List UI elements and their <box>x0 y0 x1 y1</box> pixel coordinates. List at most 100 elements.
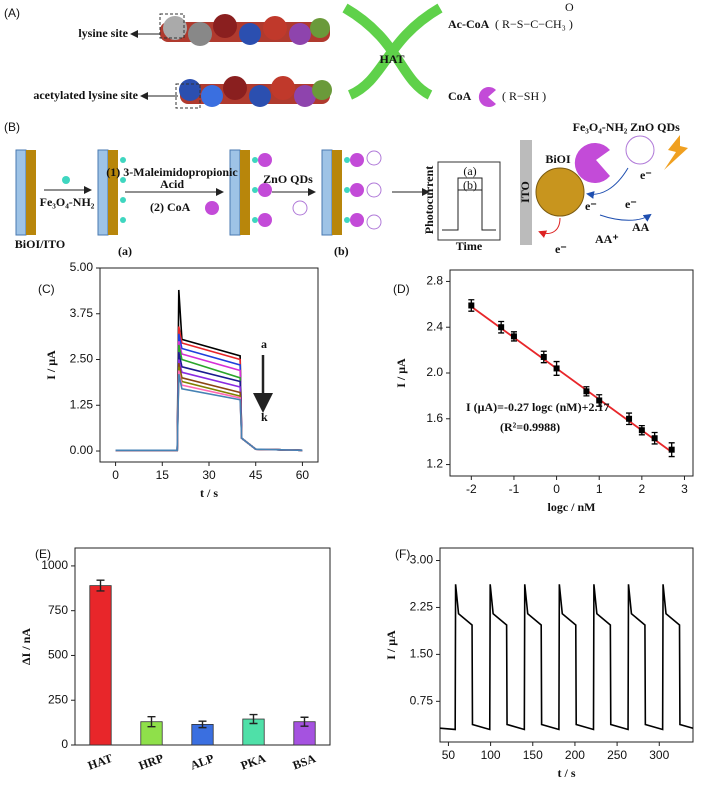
y-tick-label: 5.00 <box>70 260 94 274</box>
x-tick-label: 45 <box>249 468 263 482</box>
data-line <box>115 344 303 452</box>
y-tick-label: 2.4 <box>426 319 443 333</box>
panel-b: (B) BiOI/ITO Fe₃O₄-NH₂ (a) (1) 3-Maleimi… <box>4 120 688 258</box>
x-tick-label: 2 <box>638 482 645 496</box>
y-tick-label: 3.75 <box>70 306 94 320</box>
data-line <box>115 341 303 452</box>
x-tick-label: 15 <box>156 468 170 482</box>
x-axis-title: t / s <box>558 766 576 780</box>
x-tick-label: 0 <box>553 482 560 496</box>
bar <box>89 585 112 746</box>
x-tick-label: 300 <box>649 748 669 762</box>
panel-label: (D) <box>393 282 410 296</box>
x-tick-label: 200 <box>565 748 585 762</box>
data-line <box>115 370 303 452</box>
data-point <box>553 365 560 372</box>
error-bar <box>96 579 105 592</box>
y-axis-title: ΔI / nA <box>19 628 33 665</box>
y-tick-label: 500 <box>48 648 68 662</box>
label: HAT <box>379 52 404 66</box>
data-point <box>498 324 505 331</box>
fit-line <box>470 305 673 453</box>
y-tick-label: 2.0 <box>426 365 443 379</box>
label: AA⁺ <box>595 232 619 246</box>
y-tick-label: 0.75 <box>410 693 434 707</box>
error-bar <box>249 713 258 725</box>
error-bar <box>198 720 207 729</box>
y-tick-label: 1.6 <box>426 411 443 425</box>
y-axis-title: I / μA <box>394 358 408 388</box>
x-tick-label: 60 <box>296 468 310 482</box>
label: lysine site <box>78 26 128 40</box>
label: BiOI/ITO <box>15 237 65 251</box>
label: Acid <box>160 177 184 191</box>
data-point <box>626 415 633 422</box>
plot-frame <box>439 547 694 743</box>
x-tick-label: 0 <box>112 468 119 482</box>
label: e⁻ <box>625 197 637 211</box>
x-tick-label: 3 <box>681 482 688 496</box>
fe3o4-particles <box>62 157 350 223</box>
x-tick-label: 100 <box>481 748 501 762</box>
x-tick-label: HAT <box>86 751 114 773</box>
y-tick-label: 1000 <box>41 558 68 572</box>
label: e⁻ <box>640 168 652 182</box>
charts: (C)0.001.252.503.755.000 15 30 45 60t / sI /… <box>19 260 694 780</box>
formula: ( R−S−C−CH₃ ) <box>495 17 573 31</box>
light-icon <box>664 135 688 170</box>
x-tick-label: 150 <box>523 748 543 762</box>
annotation: a <box>261 337 267 351</box>
data-point <box>668 446 675 453</box>
data-line <box>115 289 303 452</box>
x-tick-label: 1 <box>596 482 603 496</box>
error-bar <box>300 716 309 727</box>
data-point <box>638 427 645 434</box>
x-tick-label: BSA <box>291 751 318 772</box>
panel-label: (B) <box>4 120 20 134</box>
x-tick-label: 30 <box>202 468 216 482</box>
arrow <box>599 213 652 222</box>
y-axis-title: I / μA <box>44 350 58 380</box>
label: ZnO QDs <box>263 172 313 186</box>
label: (a) <box>118 244 132 258</box>
equation: I (μA)=-0.27 logc (nM)+2.17 <box>466 400 609 414</box>
equation: (R²=0.9988) <box>500 420 560 434</box>
x-tick-label: -2 <box>466 482 477 496</box>
data-line <box>115 373 303 452</box>
panel-label: (A) <box>4 6 20 20</box>
y-axis-title: I / μA <box>384 630 398 660</box>
coa-icon <box>478 87 496 108</box>
plot-frame <box>449 269 694 477</box>
label: ZnO QDs <box>630 120 680 134</box>
bioi-layer <box>26 150 342 235</box>
data-line <box>115 363 303 452</box>
y-tick-label: 1.50 <box>410 647 434 661</box>
annotation: k <box>261 410 268 424</box>
y-tick-label: 1.25 <box>70 397 94 411</box>
arrow <box>586 167 629 199</box>
label: Fe₃O₄-NH₂ <box>573 120 628 134</box>
reaction-arrow <box>342 3 433 100</box>
data-point <box>583 388 590 395</box>
ito-plate <box>520 140 532 245</box>
label: Time <box>456 239 483 253</box>
label: (b) <box>463 178 477 192</box>
zno-qd <box>625 135 655 165</box>
y-tick-label: 0.00 <box>70 443 94 457</box>
y-tick-label: 0 <box>61 737 68 751</box>
inset-trace <box>442 177 496 231</box>
x-tick-label: 50 <box>442 748 456 762</box>
label: e⁻ <box>585 199 597 213</box>
coa-groups <box>205 153 364 227</box>
label: (1) 3-Maleimidopropionic <box>106 165 238 179</box>
y-tick-label: 250 <box>48 692 68 706</box>
zno-qds <box>292 150 382 230</box>
panel-label: (E) <box>35 547 51 561</box>
arrow <box>538 217 561 238</box>
plot-frame <box>74 547 331 746</box>
x-tick-label: PKA <box>239 751 268 773</box>
reaction-arrow <box>347 3 443 100</box>
formula: ( R−SH ) <box>502 89 546 103</box>
protein-chain <box>175 76 332 109</box>
